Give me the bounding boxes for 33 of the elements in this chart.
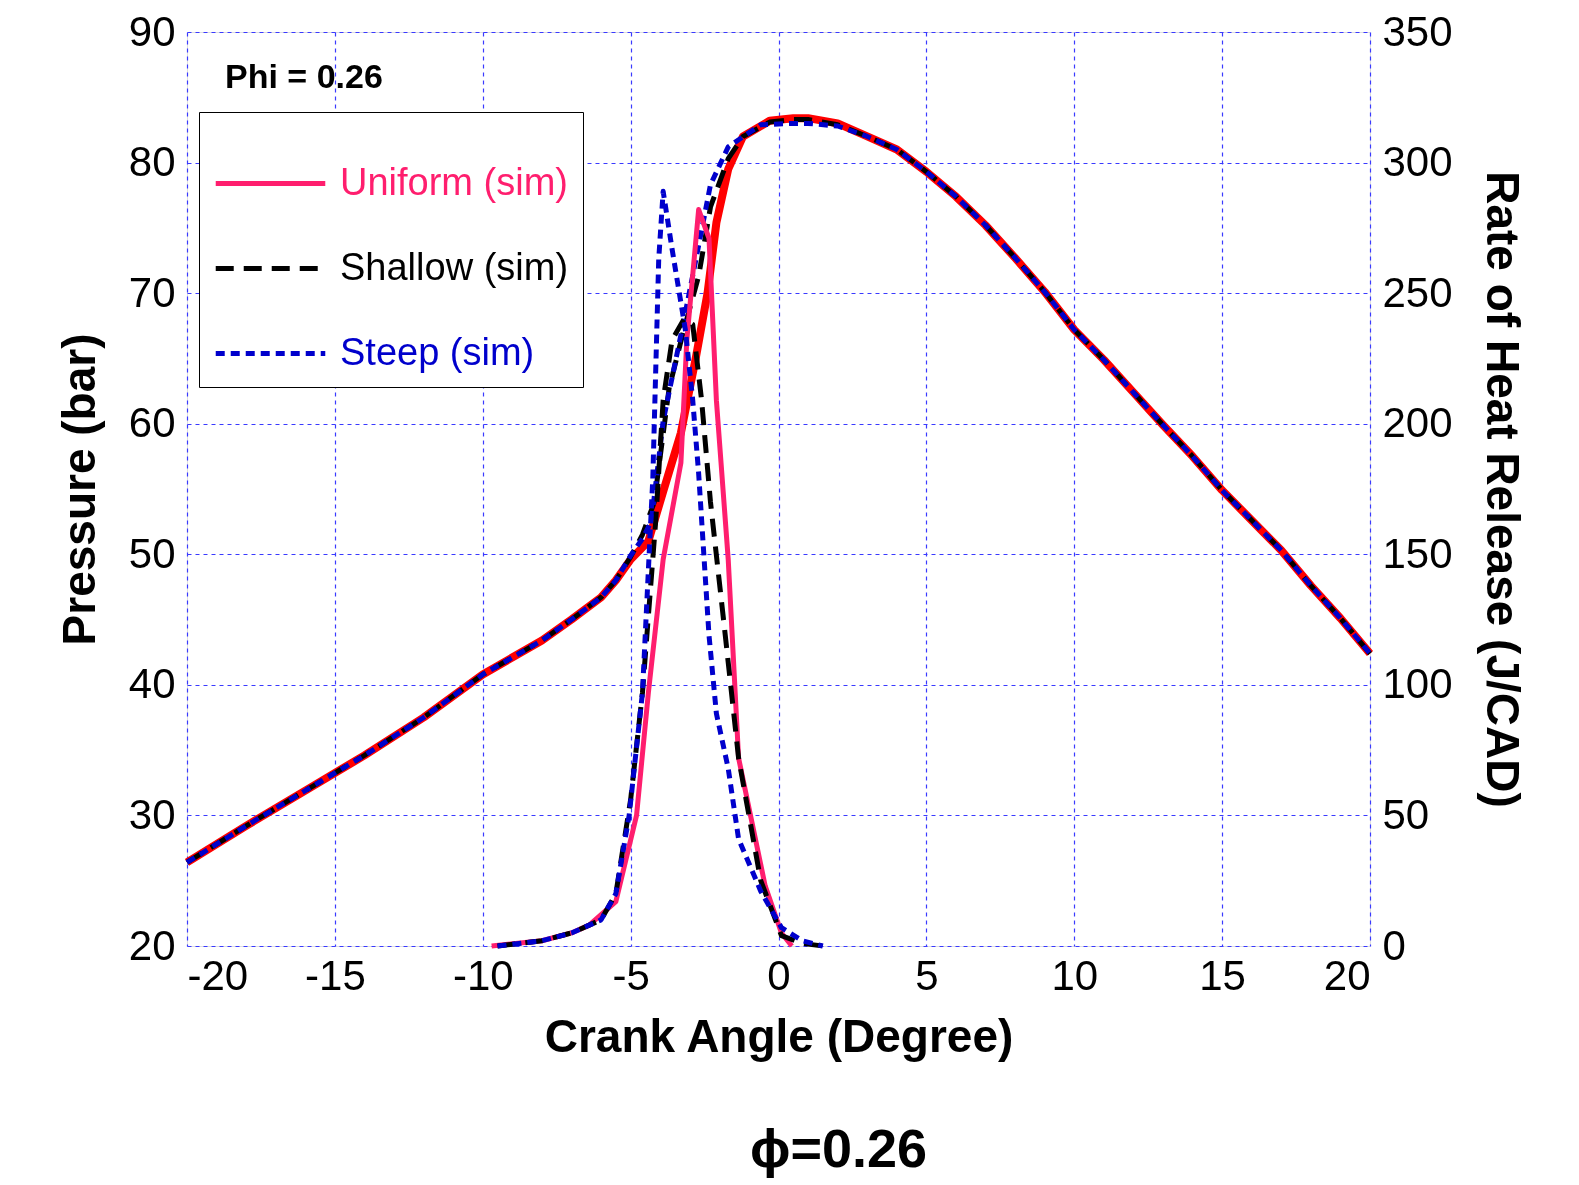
y2-tick-label: 250 (1382, 268, 1453, 316)
y2-tick-label: 300 (1382, 138, 1453, 186)
y-axis-title: Pressure (bar) (52, 333, 105, 646)
legend-label: Uniform (sim) (340, 160, 568, 203)
x-axis-title: Crank Angle (Degree) (544, 1009, 1014, 1062)
x-tick-label: -20 (187, 951, 249, 999)
y2-tick-label: 100 (1382, 660, 1453, 708)
x-tick-label: 5 (915, 951, 939, 999)
x-tick-label: 0 (767, 951, 791, 999)
y-tick-label: 60 (128, 399, 176, 447)
y-tick-label: 80 (128, 138, 176, 186)
y2-axis-title: Rate of Heat Release (J/CAD) (1476, 171, 1529, 808)
y-tick-label: 20 (128, 921, 176, 969)
y-tick-label: 50 (128, 529, 176, 577)
text: ϕ=0.26 (749, 1118, 928, 1178)
y-tick-label: 70 (128, 268, 176, 316)
x-tick-label: -5 (612, 951, 650, 999)
x-tick-label: -10 (452, 951, 514, 999)
x-tick-label: 10 (1051, 951, 1099, 999)
annotation: Phi = 0.26 (225, 57, 383, 95)
x-tick-label: 20 (1323, 951, 1371, 999)
y2-tick-label: 200 (1382, 399, 1453, 447)
y2-tick-label: 150 (1382, 529, 1453, 577)
y-tick-label: 40 (128, 660, 176, 708)
y2-tick-label: 350 (1382, 7, 1453, 55)
legend-label: Shallow (sim) (340, 245, 569, 288)
legend-label: Steep (sim) (340, 330, 535, 373)
x-tick-label: -15 (305, 951, 366, 999)
y2-tick-label: 0 (1382, 921, 1406, 969)
x-tick-label: 15 (1199, 951, 1246, 999)
y-tick-label: 90 (128, 7, 176, 55)
y-tick-label: 30 (128, 790, 176, 838)
y2-tick-label: 50 (1382, 790, 1430, 838)
